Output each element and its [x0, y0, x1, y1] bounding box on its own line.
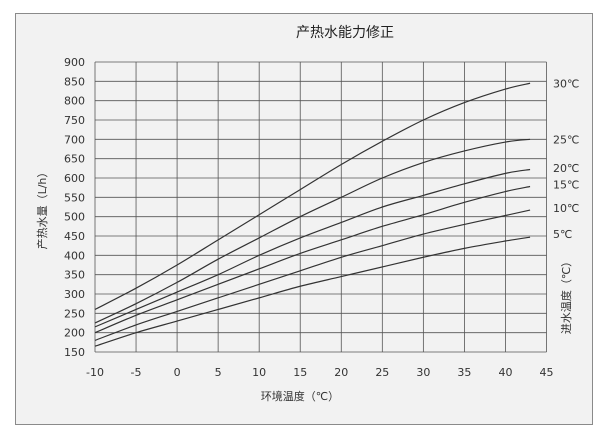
y-tick-label: 700 [64, 133, 85, 146]
series-label: 25℃ [553, 133, 579, 146]
series-label: 10℃ [553, 202, 579, 215]
y-tick-label: 750 [64, 114, 85, 127]
series-label: 30℃ [553, 77, 579, 90]
x-tick-label: 5 [215, 366, 222, 379]
x-tick-label: 25 [375, 366, 389, 379]
y-tick-label: 250 [64, 307, 85, 320]
y-tick-label: 500 [64, 211, 85, 224]
x-tick-label: 30 [416, 366, 430, 379]
right-axis-label: 进水温度（℃） [559, 256, 573, 334]
y-tick-label: 850 [64, 75, 85, 88]
x-tick-label: 45 [540, 366, 554, 379]
x-tick-label: -5 [131, 366, 142, 379]
grid [94, 61, 547, 353]
y-tick-label: 300 [64, 288, 85, 301]
series-line [94, 185, 531, 334]
y-tick-label: 900 [64, 56, 85, 69]
y-tick-label: 350 [64, 269, 85, 282]
x-tick-label: 35 [457, 366, 471, 379]
y-ticks: 150 200 250 300 350 400 450 500 550 600 650 700 750 8… [64, 56, 85, 359]
x-ticks: -10 -5 0 5 10 15 20 25 30 35 40 45 [86, 366, 553, 379]
y-tick-label: 400 [64, 249, 85, 262]
series-label: 5℃ [553, 228, 572, 241]
x-tick-label: 20 [334, 366, 348, 379]
series-labels: 30℃ 25℃ 20℃ 15℃ 10℃ 5℃ [553, 77, 579, 241]
series-line [94, 82, 531, 310]
y-tick-label: 150 [64, 346, 85, 359]
y-tick-label: 550 [64, 191, 85, 204]
series-line [94, 209, 531, 341]
series-label: 20℃ [553, 162, 579, 175]
x-axis-label: 环境温度（℃） [261, 389, 339, 403]
x-tick-label: 40 [498, 366, 512, 379]
series-line [94, 138, 531, 324]
series-line [94, 236, 531, 347]
series-line [94, 168, 531, 328]
chart-title: 产热水能力修正 [296, 25, 394, 41]
y-tick-label: 200 [64, 327, 85, 340]
x-tick-label: 15 [293, 366, 307, 379]
x-tick-label: -10 [86, 366, 104, 379]
y-axis-label: 产热水量（L/h） [35, 167, 49, 250]
x-tick-label: 0 [174, 366, 181, 379]
y-tick-label: 600 [64, 172, 85, 185]
series-lines [94, 82, 531, 347]
series-label: 15℃ [553, 179, 579, 192]
y-tick-label: 650 [64, 153, 85, 166]
x-tick-label: 10 [252, 366, 266, 379]
y-tick-label: 450 [64, 230, 85, 243]
y-tick-label: 800 [64, 95, 85, 108]
